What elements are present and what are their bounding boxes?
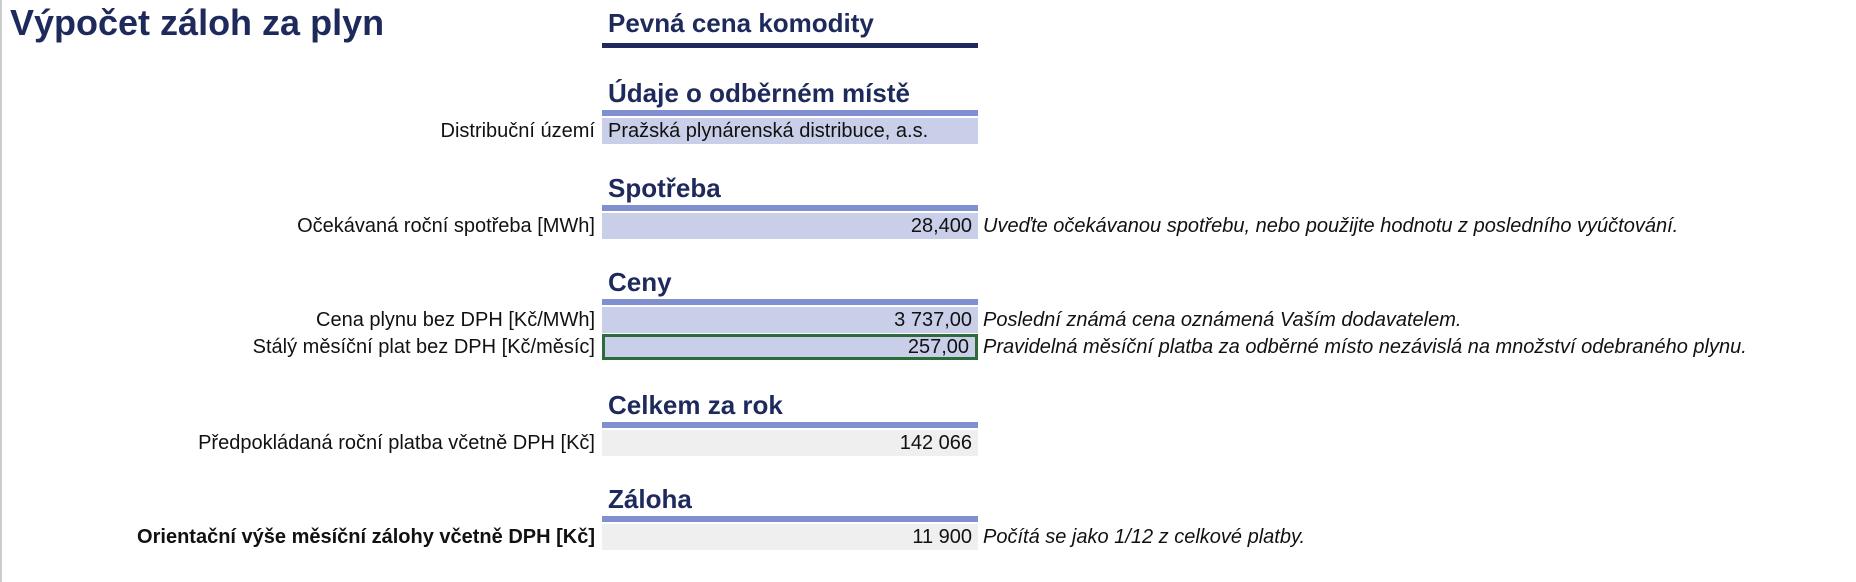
value-cell[interactable]: 3 737,00 (602, 307, 978, 333)
section-underline (602, 205, 978, 211)
note: Uveďte očekávanou spotřebu, nebo použijt… (983, 215, 1679, 237)
note: Poslední známá cena oznámená Vaším dodav… (983, 309, 1462, 331)
value-cell[interactable]: Pražská plynárenská distribuce, a.s. (602, 118, 978, 144)
note: Pravidelná měsíční platba za odběrné mís… (983, 336, 1747, 358)
value-cell[interactable]: 28,400 (602, 213, 978, 239)
section-underline (602, 422, 978, 428)
row-label: Orientační výše měsíční zálohy včetně DP… (137, 526, 595, 548)
section-heading: Ceny (608, 267, 672, 297)
row-label: Předpokládaná roční platba včetně DPH [K… (198, 432, 595, 454)
section-heading: Záloha (608, 484, 692, 514)
value-cell[interactable]: 142 066 (602, 430, 978, 456)
section-heading: Spotřeba (608, 173, 721, 203)
section-underline (602, 110, 978, 116)
row-label: Cena plynu bez DPH [Kč/MWh] (316, 309, 595, 331)
section-heading: Celkem za rok (608, 390, 783, 420)
row-label: Distribuční území (440, 120, 596, 142)
title: Výpočet záloh za plyn (10, 2, 385, 43)
row-label: Očekávaná roční spotřeba [MWh] (297, 215, 595, 237)
section-underline (602, 299, 978, 305)
main-heading: Pevná cena komodity (608, 8, 874, 38)
section-underline (602, 516, 978, 522)
heading-underline (602, 43, 978, 48)
note: Počítá se jako 1/12 z celkové platby. (983, 526, 1306, 548)
section-heading: Údaje o odběrném místě (608, 78, 910, 108)
value-cell[interactable]: 257,00 (602, 334, 978, 360)
value-cell[interactable]: 11 900 (602, 524, 978, 550)
row-label: Stálý měsíční plat bez DPH [Kč/měsíc] (252, 336, 595, 358)
